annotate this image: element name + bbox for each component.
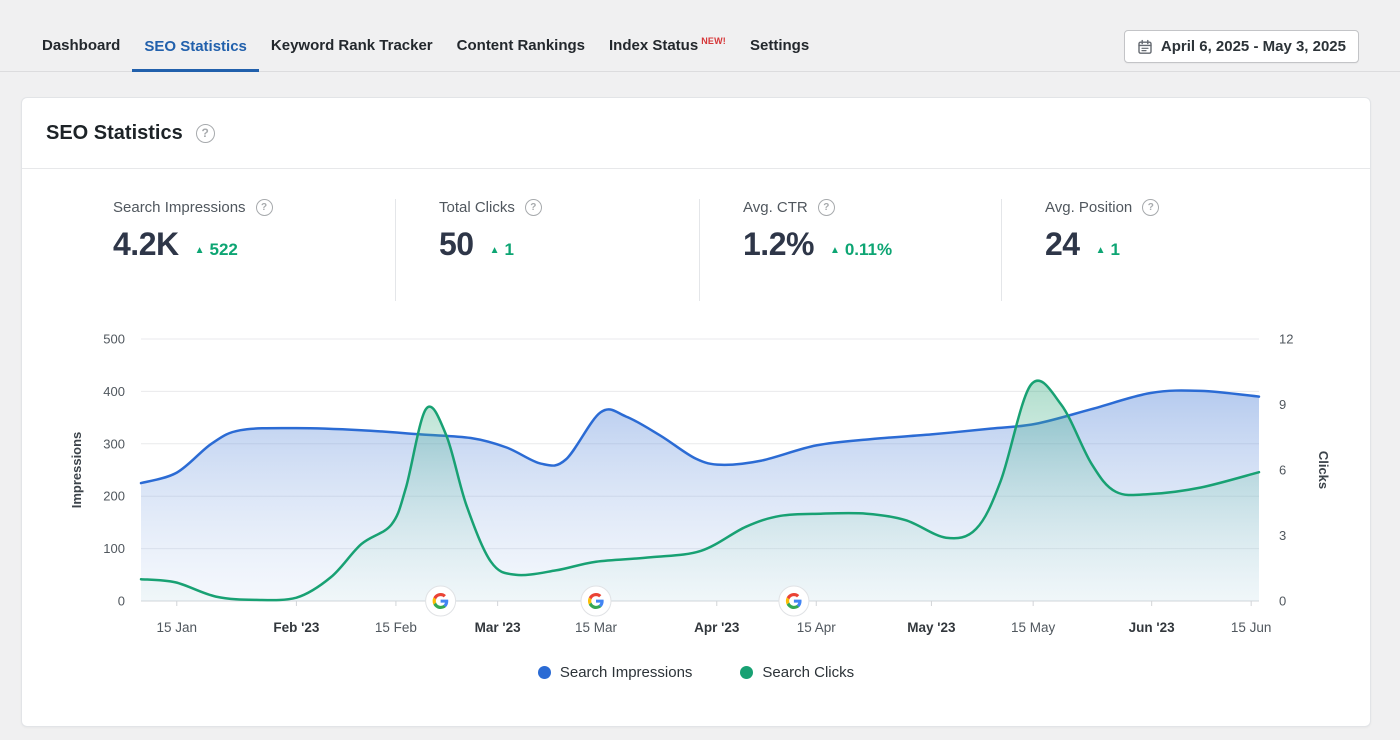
stat-label: Avg. Position <box>1045 199 1133 216</box>
svg-text:9: 9 <box>1279 397 1286 412</box>
stat-change: ▲ 0.11% <box>829 240 893 259</box>
stat-change: ▲ 1 <box>489 240 514 259</box>
svg-text:Feb '23: Feb '23 <box>273 620 319 635</box>
up-arrow-icon: ▲ <box>829 245 840 256</box>
svg-text:500: 500 <box>103 332 125 347</box>
svg-text:0: 0 <box>118 594 125 609</box>
svg-text:15 Feb: 15 Feb <box>375 620 417 635</box>
seo-statistics-panel: SEO Statistics ? Search Impressions? 4.2… <box>21 97 1371 727</box>
up-arrow-icon: ▲ <box>489 245 500 256</box>
up-arrow-icon: ▲ <box>194 245 205 256</box>
seo-performance-chart[interactable]: 0 100 200 300 400 500 0 3 6 9 12 Impressions Clicks 1… <box>22 309 1370 654</box>
left-axis-title: Impressions <box>69 432 84 509</box>
svg-text:15 Apr: 15 Apr <box>797 620 837 635</box>
svg-text:15 Jun: 15 Jun <box>1231 620 1272 635</box>
svg-text:12: 12 <box>1279 332 1293 347</box>
search-clicks-area <box>141 380 1259 601</box>
legend-search-clicks[interactable]: Search Clicks <box>740 664 854 681</box>
left-axis-labels: 0 100 200 300 400 500 <box>103 332 125 609</box>
tab-label: Keyword Rank Tracker <box>270 37 433 54</box>
svg-text:15 May: 15 May <box>1011 620 1056 635</box>
help-icon[interactable]: ? <box>524 199 542 216</box>
svg-text:300: 300 <box>103 436 125 451</box>
stat-change: ▲ 1 <box>1095 240 1120 259</box>
svg-text:100: 100 <box>103 541 125 556</box>
right-axis-title: Clicks <box>1316 451 1331 489</box>
impressions-dot-icon <box>537 666 551 679</box>
stat-search-impressions: Search Impressions? 4.2K ▲ 522 <box>22 199 395 301</box>
stat-value: 1.2% <box>743 226 814 262</box>
help-icon[interactable]: ? <box>1142 199 1160 216</box>
panel-header: SEO Statistics ? <box>22 98 1370 169</box>
google-update-icon[interactable] <box>778 585 810 617</box>
tab-label: SEO Statistics <box>144 38 247 55</box>
stat-change: ▲ 522 <box>194 240 238 259</box>
stats-row: Search Impressions? 4.2K ▲ 522 Total Click… <box>22 169 1370 301</box>
google-update-icon[interactable] <box>580 585 612 617</box>
svg-text:200: 200 <box>103 489 125 504</box>
right-axis-labels: 0 3 6 9 12 <box>1279 332 1293 609</box>
stat-avg-position: Avg. Position? 24 ▲ 1 <box>1001 199 1370 301</box>
legend-search-impressions[interactable]: Search Impressions <box>537 664 693 681</box>
google-update-icon[interactable] <box>425 585 457 617</box>
tab-label: Dashboard <box>42 37 121 54</box>
tab-label: Index Status <box>609 37 699 54</box>
stat-avg-ctr: Avg. CTR? 1.2% ▲ 0.11% <box>699 199 1001 301</box>
svg-text:Mar '23: Mar '23 <box>475 620 521 635</box>
tab-index-status[interactable]: Index Status NEW! <box>597 36 738 71</box>
stat-label: Search Impressions <box>113 199 246 216</box>
new-badge: NEW! <box>701 36 726 46</box>
panel-title: SEO Statistics <box>46 121 183 144</box>
date-range-picker[interactable]: April 6, 2025 - May 3, 2025 <box>1123 30 1359 63</box>
tab-dashboard[interactable]: Dashboard <box>30 37 132 71</box>
chart-legend: Search Impressions Search Clicks <box>22 664 1370 681</box>
stat-value: 50 <box>439 226 474 262</box>
svg-text:400: 400 <box>103 384 125 399</box>
tab-keyword-rank-tracker[interactable]: Keyword Rank Tracker <box>259 37 445 71</box>
stat-value: 24 <box>1045 226 1080 262</box>
svg-text:15 Jan: 15 Jan <box>157 620 198 635</box>
svg-text:15 Mar: 15 Mar <box>575 620 618 635</box>
help-icon[interactable]: ? <box>817 199 835 216</box>
svg-text:6: 6 <box>1279 463 1286 478</box>
svg-text:Jun '23: Jun '23 <box>1129 620 1175 635</box>
tab-label: Content Rankings <box>456 37 585 54</box>
tab-label: Settings <box>749 37 810 54</box>
help-icon[interactable]: ? <box>195 123 215 143</box>
search-clicks-line[interactable] <box>139 379 1261 602</box>
legend-label: Search Clicks <box>762 664 855 681</box>
svg-text:0: 0 <box>1279 594 1286 609</box>
x-axis-labels: 15 Jan Feb '23 15 Feb Mar '23 15 Mar Apr '23 1… <box>157 601 1272 635</box>
up-arrow-icon: ▲ <box>1095 245 1106 256</box>
help-icon[interactable]: ? <box>255 199 273 216</box>
stat-value: 4.2K <box>113 226 179 262</box>
legend-label: Search Impressions <box>559 664 693 681</box>
svg-text:May '23: May '23 <box>907 620 956 635</box>
calendar-icon <box>1138 39 1152 54</box>
date-range-label: April 6, 2025 - May 3, 2025 <box>1160 38 1346 55</box>
stat-label: Total Clicks <box>439 199 515 216</box>
clicks-dot-icon <box>740 666 754 679</box>
chart-area[interactable]: 0 100 200 300 400 500 0 3 6 9 12 Impressions Clicks 1… <box>22 309 1370 654</box>
stat-total-clicks: Total Clicks? 50 ▲ 1 <box>395 199 699 301</box>
svg-text:3: 3 <box>1279 528 1286 543</box>
tab-settings[interactable]: Settings <box>738 37 821 71</box>
tab-seo-statistics[interactable]: SEO Statistics <box>132 38 259 72</box>
stat-label: Avg. CTR <box>743 199 808 216</box>
analytics-topbar: Dashboard SEO Statistics Keyword Rank Tr… <box>0 0 1400 72</box>
svg-text:Apr '23: Apr '23 <box>694 620 740 635</box>
tab-content-rankings[interactable]: Content Rankings <box>445 37 597 71</box>
nav-tabs: Dashboard SEO Statistics Keyword Rank Tr… <box>30 36 1124 72</box>
